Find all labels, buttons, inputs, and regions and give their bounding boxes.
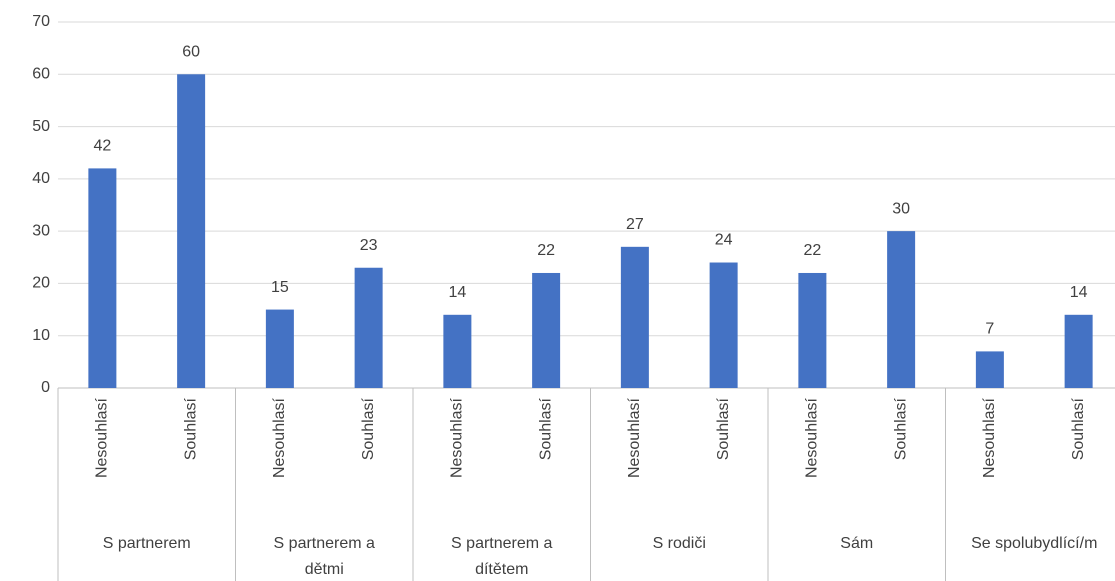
- data-label: 7: [985, 321, 994, 338]
- data-label: 15: [271, 279, 289, 296]
- group-label: S partnerem a dítětem: [451, 535, 553, 578]
- bar: [975, 351, 1004, 388]
- y-tick-label: 50: [32, 118, 50, 135]
- y-tick-label: 0: [41, 379, 50, 396]
- x-tick-label: Nesouhlasí: [449, 397, 466, 478]
- bar: [88, 168, 117, 388]
- bar: [620, 246, 649, 388]
- x-tick-label: Souhlasí: [1070, 397, 1087, 460]
- x-tick-label: Souhlasí: [715, 397, 732, 460]
- bar: [532, 272, 561, 388]
- group-label: Sám: [840, 535, 874, 552]
- bar: [887, 231, 916, 388]
- bar: [177, 74, 206, 389]
- x-tick-label: Souhlasí: [182, 397, 199, 460]
- bar: [443, 314, 472, 388]
- data-label: 14: [1070, 284, 1088, 301]
- y-tick-label: 10: [32, 327, 50, 344]
- x-tick-label: Nesouhlasí: [804, 397, 821, 478]
- x-tick-label: Nesouhlasí: [94, 397, 111, 478]
- y-tick-label: 40: [32, 170, 50, 187]
- y-tick-label: 70: [32, 13, 50, 30]
- data-label: 23: [360, 237, 378, 254]
- group-label: S partnerem: [102, 535, 191, 552]
- data-label: 22: [803, 242, 821, 259]
- group-label: S rodiči: [652, 535, 706, 552]
- x-tick-label: Nesouhlasí: [626, 397, 643, 478]
- x-tick-label: Nesouhlasí: [271, 397, 288, 478]
- data-label: 22: [537, 242, 555, 259]
- bar: [354, 267, 383, 388]
- y-tick-label: 30: [32, 222, 50, 239]
- x-tick-label: Souhlasí: [537, 397, 554, 460]
- data-label: 27: [626, 216, 644, 233]
- x-tick-label: Souhlasí: [360, 397, 377, 460]
- data-label: 24: [715, 232, 733, 249]
- group-label: S partnerem a dětmi: [273, 535, 375, 578]
- data-label: 14: [448, 284, 466, 301]
- y-tick-label: 60: [32, 66, 50, 83]
- data-label: 30: [892, 200, 910, 217]
- group-label: Se spolubydlící/m: [971, 535, 1098, 552]
- data-label: 60: [182, 44, 200, 61]
- bar: [265, 309, 294, 388]
- bar: [709, 262, 738, 388]
- y-tick-label: 20: [32, 275, 50, 292]
- data-label: 42: [93, 138, 111, 155]
- bar: [1064, 314, 1093, 388]
- bar: [798, 272, 827, 388]
- x-tick-label: Nesouhlasí: [981, 397, 998, 478]
- x-tick-label: Souhlasí: [892, 397, 909, 460]
